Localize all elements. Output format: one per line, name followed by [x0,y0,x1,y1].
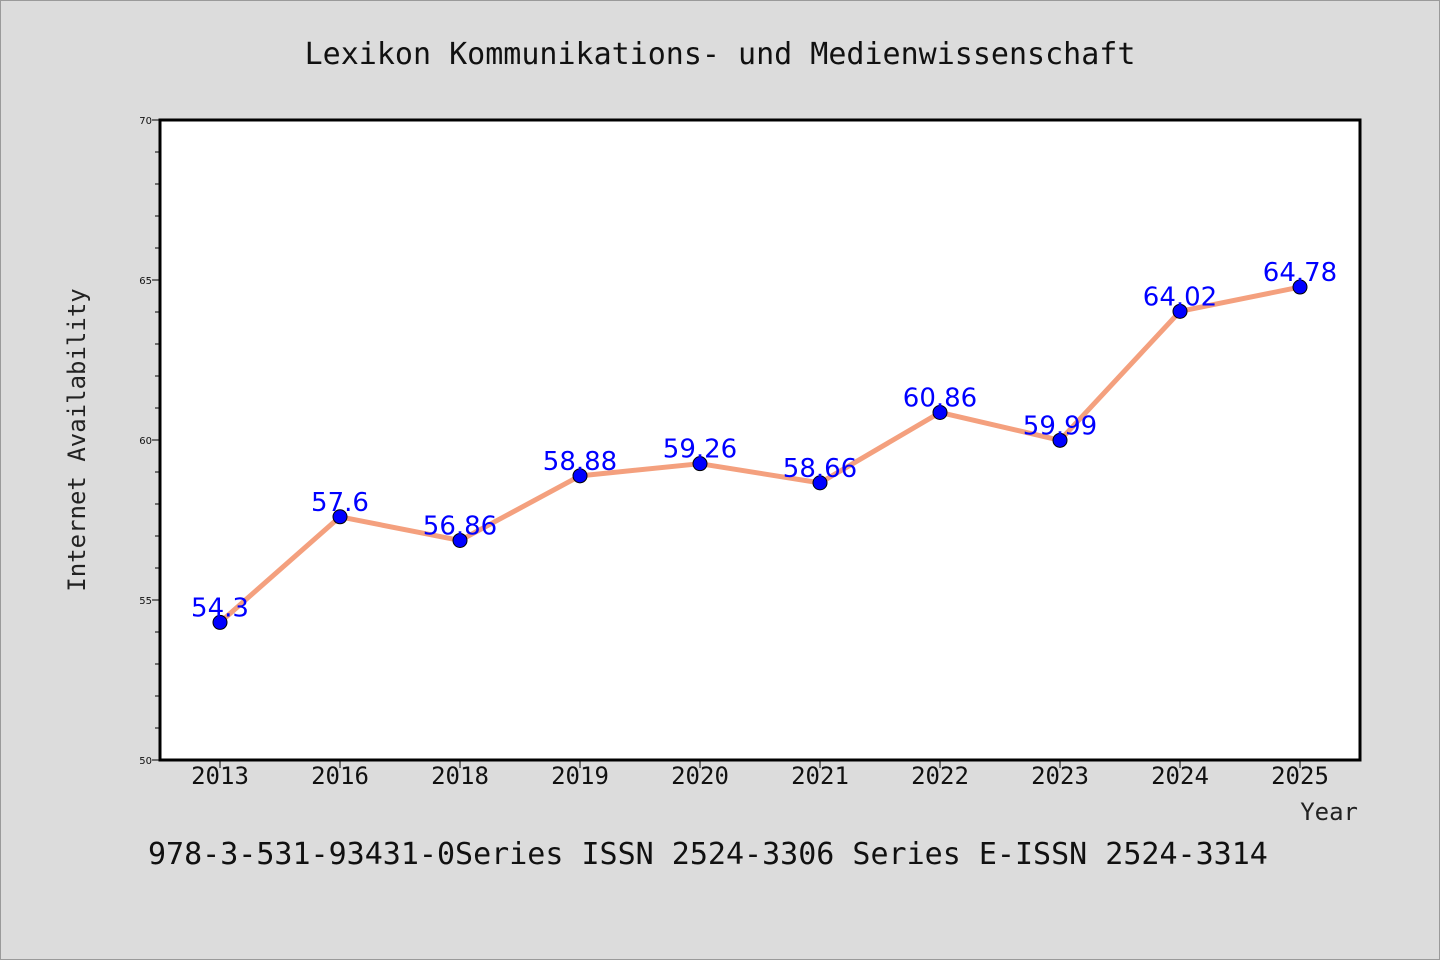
x-tick-label: 2016 [311,762,369,790]
data-label: 58.88 [543,447,617,477]
data-point [332,509,348,525]
data-point [1172,303,1188,319]
data-point [1052,432,1068,448]
y-tick-label: 60 [139,436,152,447]
y-tick-label: 55 [139,596,152,607]
data-label: 57.6 [311,488,369,518]
data-label: 64.02 [1143,282,1217,312]
y-tick-label: 65 [139,276,152,287]
plot-layer: 50 55 60 65 70 2013 2016 2018 2019 2020 2021 2022 20… [139,116,1337,790]
data-label: 56.86 [423,511,497,541]
series-line [217,284,1303,625]
plot-border [158,118,1362,762]
y-axis-label: Internet Availability [63,288,91,591]
data-point [212,614,228,630]
x-tick-label: 2024 [1151,762,1209,790]
data-point [812,475,828,491]
data-label: 54.3 [191,593,249,623]
footer-isbn-text: 978-3-531-93431-0Series ISSN 2524-3306 S… [148,837,1268,872]
data-point [452,532,468,548]
data-label: 60.86 [903,383,977,413]
x-tick-label: 2018 [431,762,489,790]
x-tick-label: 2013 [191,762,249,790]
data-label: 59.26 [663,435,737,465]
data-point [572,468,588,484]
x-tick-label: 2025 [1271,762,1329,790]
x-tick-label: 2021 [791,762,849,790]
data-point [932,404,948,420]
x-tick-label: 2022 [911,762,969,790]
plot-area [160,120,1360,760]
y-tick-label: 70 [139,116,152,127]
data-point [692,456,708,472]
data-label: 58.66 [783,454,857,484]
chart-title: Lexikon Kommunikations- und Medienwissen… [305,37,1136,72]
x-tick-label: 2023 [1031,762,1089,790]
data-point [1292,279,1308,295]
data-label: 64.78 [1263,258,1337,288]
data-label: 59.99 [1023,411,1097,441]
x-tick-label: 2020 [671,762,729,790]
x-tick-label: 2019 [551,762,609,790]
y-tick-label: 50 [139,756,152,767]
x-axis-label: Year [1300,798,1358,826]
